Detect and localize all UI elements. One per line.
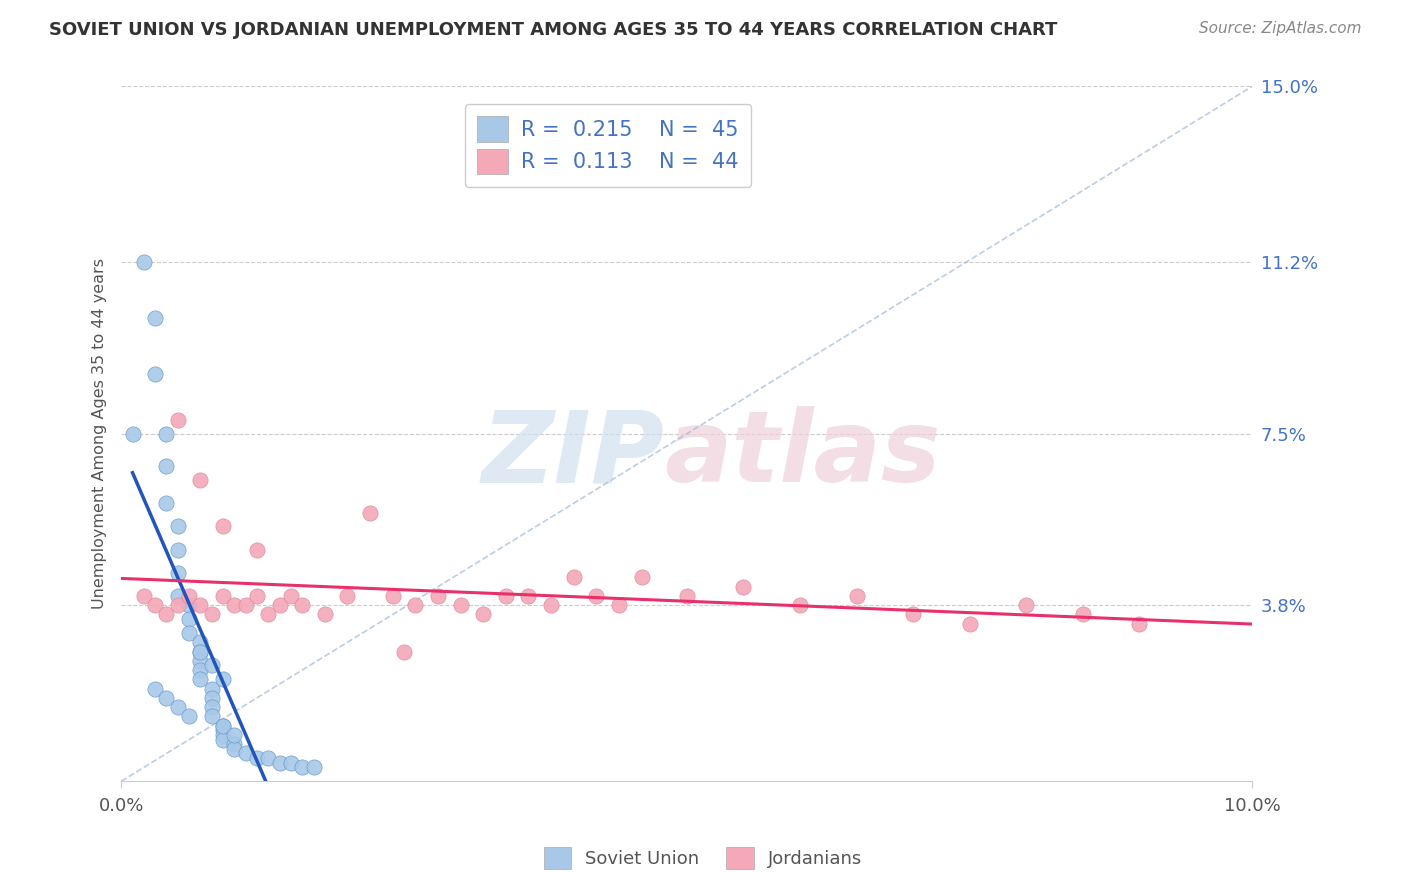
Point [291,598,314,612]
Point [257,607,280,622]
Point [1128,616,1150,631]
Point [212,719,235,733]
Point [733,580,755,594]
Point [607,598,630,612]
Point [472,607,495,622]
Point [212,728,235,742]
Point [177,589,200,603]
Point [143,681,166,696]
Point [212,673,235,687]
Point [177,612,200,626]
Legend: Soviet Union, Jordanians: Soviet Union, Jordanians [537,839,869,876]
Text: SOVIET UNION VS JORDANIAN UNEMPLOYMENT AMONG AGES 35 TO 44 YEARS CORRELATION CHA: SOVIET UNION VS JORDANIAN UNEMPLOYMENT A… [49,21,1057,39]
Point [212,732,235,747]
Point [166,700,188,714]
Point [246,751,269,765]
Point [257,751,280,765]
Point [155,690,177,705]
Point [562,570,585,584]
Point [404,598,426,612]
Point [212,723,235,738]
Point [269,756,291,770]
Point [392,644,415,658]
Point [166,542,188,557]
Y-axis label: Unemployment Among Ages 35 to 44 years: Unemployment Among Ages 35 to 44 years [93,259,107,609]
Point [901,607,924,622]
Point [190,644,212,658]
Point [224,598,246,612]
Point [212,519,235,533]
Point [177,626,200,640]
Point [201,700,224,714]
Point [212,719,235,733]
Point [235,747,257,761]
Point [132,255,155,269]
Point [302,760,325,774]
Point [155,496,177,510]
Point [166,413,188,427]
Point [314,607,336,622]
Point [269,598,291,612]
Point [201,709,224,723]
Point [155,426,177,441]
Point [166,566,188,580]
Point [143,598,166,612]
Point [177,709,200,723]
Point [166,598,188,612]
Point [155,607,177,622]
Point [143,367,166,381]
Legend: R =  0.215    N =  45, R =  0.113    N =  44: R = 0.215 N = 45, R = 0.113 N = 44 [464,103,751,186]
Point [1071,607,1094,622]
Point [177,598,200,612]
Point [190,654,212,668]
Point [630,570,652,584]
Point [540,598,562,612]
Point [246,589,269,603]
Point [291,760,314,774]
Text: atlas: atlas [664,406,941,503]
Point [359,506,381,520]
Text: ZIP: ZIP [481,406,664,503]
Point [132,589,155,603]
Point [201,607,224,622]
Point [517,589,540,603]
Point [190,473,212,487]
Point [201,681,224,696]
Point [426,589,449,603]
Point [336,589,359,603]
Point [280,756,302,770]
Point [190,644,212,658]
Point [143,310,166,325]
Point [246,542,269,557]
Point [959,616,981,631]
Point [585,589,607,603]
Point [280,589,302,603]
Point [675,589,697,603]
Point [190,635,212,649]
Point [166,519,188,533]
Point [190,673,212,687]
Point [190,663,212,677]
Point [789,598,811,612]
Point [495,589,517,603]
Point [450,598,472,612]
Point [121,426,143,441]
Point [155,459,177,474]
Point [235,598,257,612]
Point [224,737,246,751]
Point [201,690,224,705]
Point [166,589,188,603]
Point [1015,598,1038,612]
Text: Source: ZipAtlas.com: Source: ZipAtlas.com [1198,21,1361,37]
Point [212,589,235,603]
Point [190,598,212,612]
Point [224,742,246,756]
Point [845,589,868,603]
Point [224,728,246,742]
Point [381,589,404,603]
Point [201,658,224,673]
